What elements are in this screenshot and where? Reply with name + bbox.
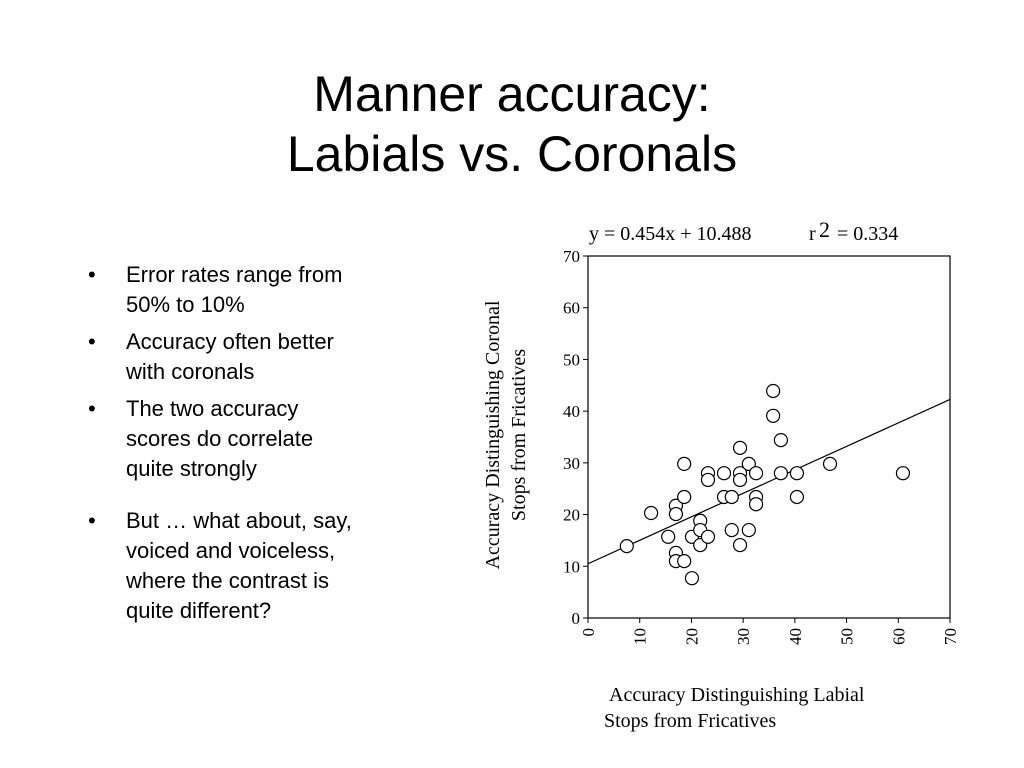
data-point [773,466,788,481]
data-point [732,440,748,455]
data-point [773,433,788,448]
x-axis-label: Accuracy Distinguishing Labial [609,684,865,706]
bullet-line: where the contrast is [126,568,329,593]
bullet-line: scores do correlate [126,426,314,451]
data-point [789,489,805,505]
data-point [766,408,781,423]
data-point [741,456,756,471]
x-tick-label: 50 [838,628,857,645]
data-point [619,539,634,554]
data-point [748,497,764,512]
data-point [677,489,692,505]
x-tick-label: 30 [734,628,753,645]
data-point [661,529,676,544]
r-symbol: r [809,223,816,245]
x-tick-label: 70 [941,628,960,645]
bullet-line: The two accuracy [126,396,299,421]
data-point [724,522,739,538]
data-point [741,522,756,538]
plot-frame [587,255,951,619]
data-point [684,571,700,586]
x-axis-label: Stops from Fricatives [604,710,776,732]
data-point [766,383,781,399]
y-tick-label: 70 [563,247,580,266]
r-exponent: 2 [819,217,830,242]
data-point [700,472,716,488]
fit-equation: y = 0.454x + 10.488 [589,223,752,245]
data-point [822,456,838,471]
data-point [789,466,805,481]
y-tick-label: 0 [572,609,581,628]
y-axis-label: Accuracy Distinguishing Coronal [482,300,504,569]
bullet: The two accuracy scores do correlate quite… [86,394,446,484]
data-point [700,529,716,544]
x-tick-label: 40 [786,628,805,645]
y-tick-label: 30 [563,454,580,473]
data-point [668,506,684,522]
title-line: Labials vs. Coronals [286,126,738,182]
bullet: Accuracy often better with coronals [86,327,446,387]
bullet-line: But … what about, say, [126,508,352,533]
data-point [732,537,748,553]
y-tick-label: 50 [563,350,580,369]
bullet-line: quite different? [126,598,272,623]
slide-title: Manner accuracy: Labials vs. Coronals [0,64,1024,184]
bullet-line: 50% to 10% [126,292,245,317]
bullet-line: quite strongly [126,456,257,481]
y-tick-label: 20 [563,506,580,525]
data-point [716,466,732,481]
data-point [724,489,739,505]
y-tick-label: 40 [563,402,580,421]
bullet-line: with coronals [126,359,255,384]
bullet-list: Error rates range from 50% to 10% Accuracy… [86,260,446,633]
y-tick-label: 10 [563,557,580,576]
title-line: Manner accuracy: [313,66,711,122]
bullet-line: Accuracy often better [126,329,334,354]
bullet: Error rates range from 50% to 10% [86,260,446,320]
y-tick-label: 60 [563,299,580,318]
data-point [895,466,911,481]
data-point [677,554,692,569]
y-axis-label: Stops from Fricatives [508,349,530,521]
x-tick-label: 60 [889,628,908,645]
data-point [677,456,692,471]
fit-line [587,398,951,565]
r2-value: = 0.334 [837,223,898,245]
data-point [748,466,764,481]
bullet: But … what about, say, voiced and voicele… [86,506,446,626]
x-tick-label: 10 [631,628,650,645]
bullet-line: Error rates range from [126,262,343,287]
x-tick-label: 0 [579,628,598,637]
x-tick-label: 20 [682,628,701,645]
data-point [643,505,659,521]
bullet-line: voiced and voiceless, [126,538,336,563]
data-point [732,472,748,488]
